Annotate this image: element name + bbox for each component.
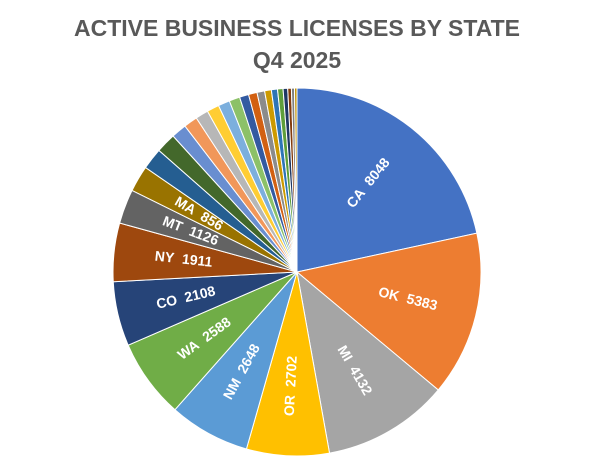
- label-value: 5383: [405, 290, 439, 313]
- data-label: OK 5383: [377, 283, 439, 313]
- label-category: NY: [154, 247, 176, 265]
- label-category: MT: [161, 212, 186, 234]
- label-category: OK: [377, 283, 401, 304]
- label-value: 1911: [181, 250, 213, 269]
- pie-slice: [296, 270, 439, 454]
- pie-slice: [294, 87, 298, 273]
- label-category: OR: [280, 395, 297, 417]
- data-label: NY 1911: [154, 247, 213, 269]
- label-category: CO: [155, 291, 179, 311]
- label-value: 2108: [183, 282, 217, 305]
- chart-title: ACTIVE BUSINESS LICENSES BY STATE: [74, 15, 520, 41]
- pie-slice: [296, 87, 478, 273]
- data-label: OR 2702: [280, 355, 299, 416]
- label-category: MI: [335, 342, 357, 363]
- pie-slice: [295, 232, 482, 391]
- label-value: 2702: [282, 355, 300, 387]
- chart-subtitle: Q4 2025: [253, 47, 341, 73]
- data-label: CO 2108: [155, 282, 217, 311]
